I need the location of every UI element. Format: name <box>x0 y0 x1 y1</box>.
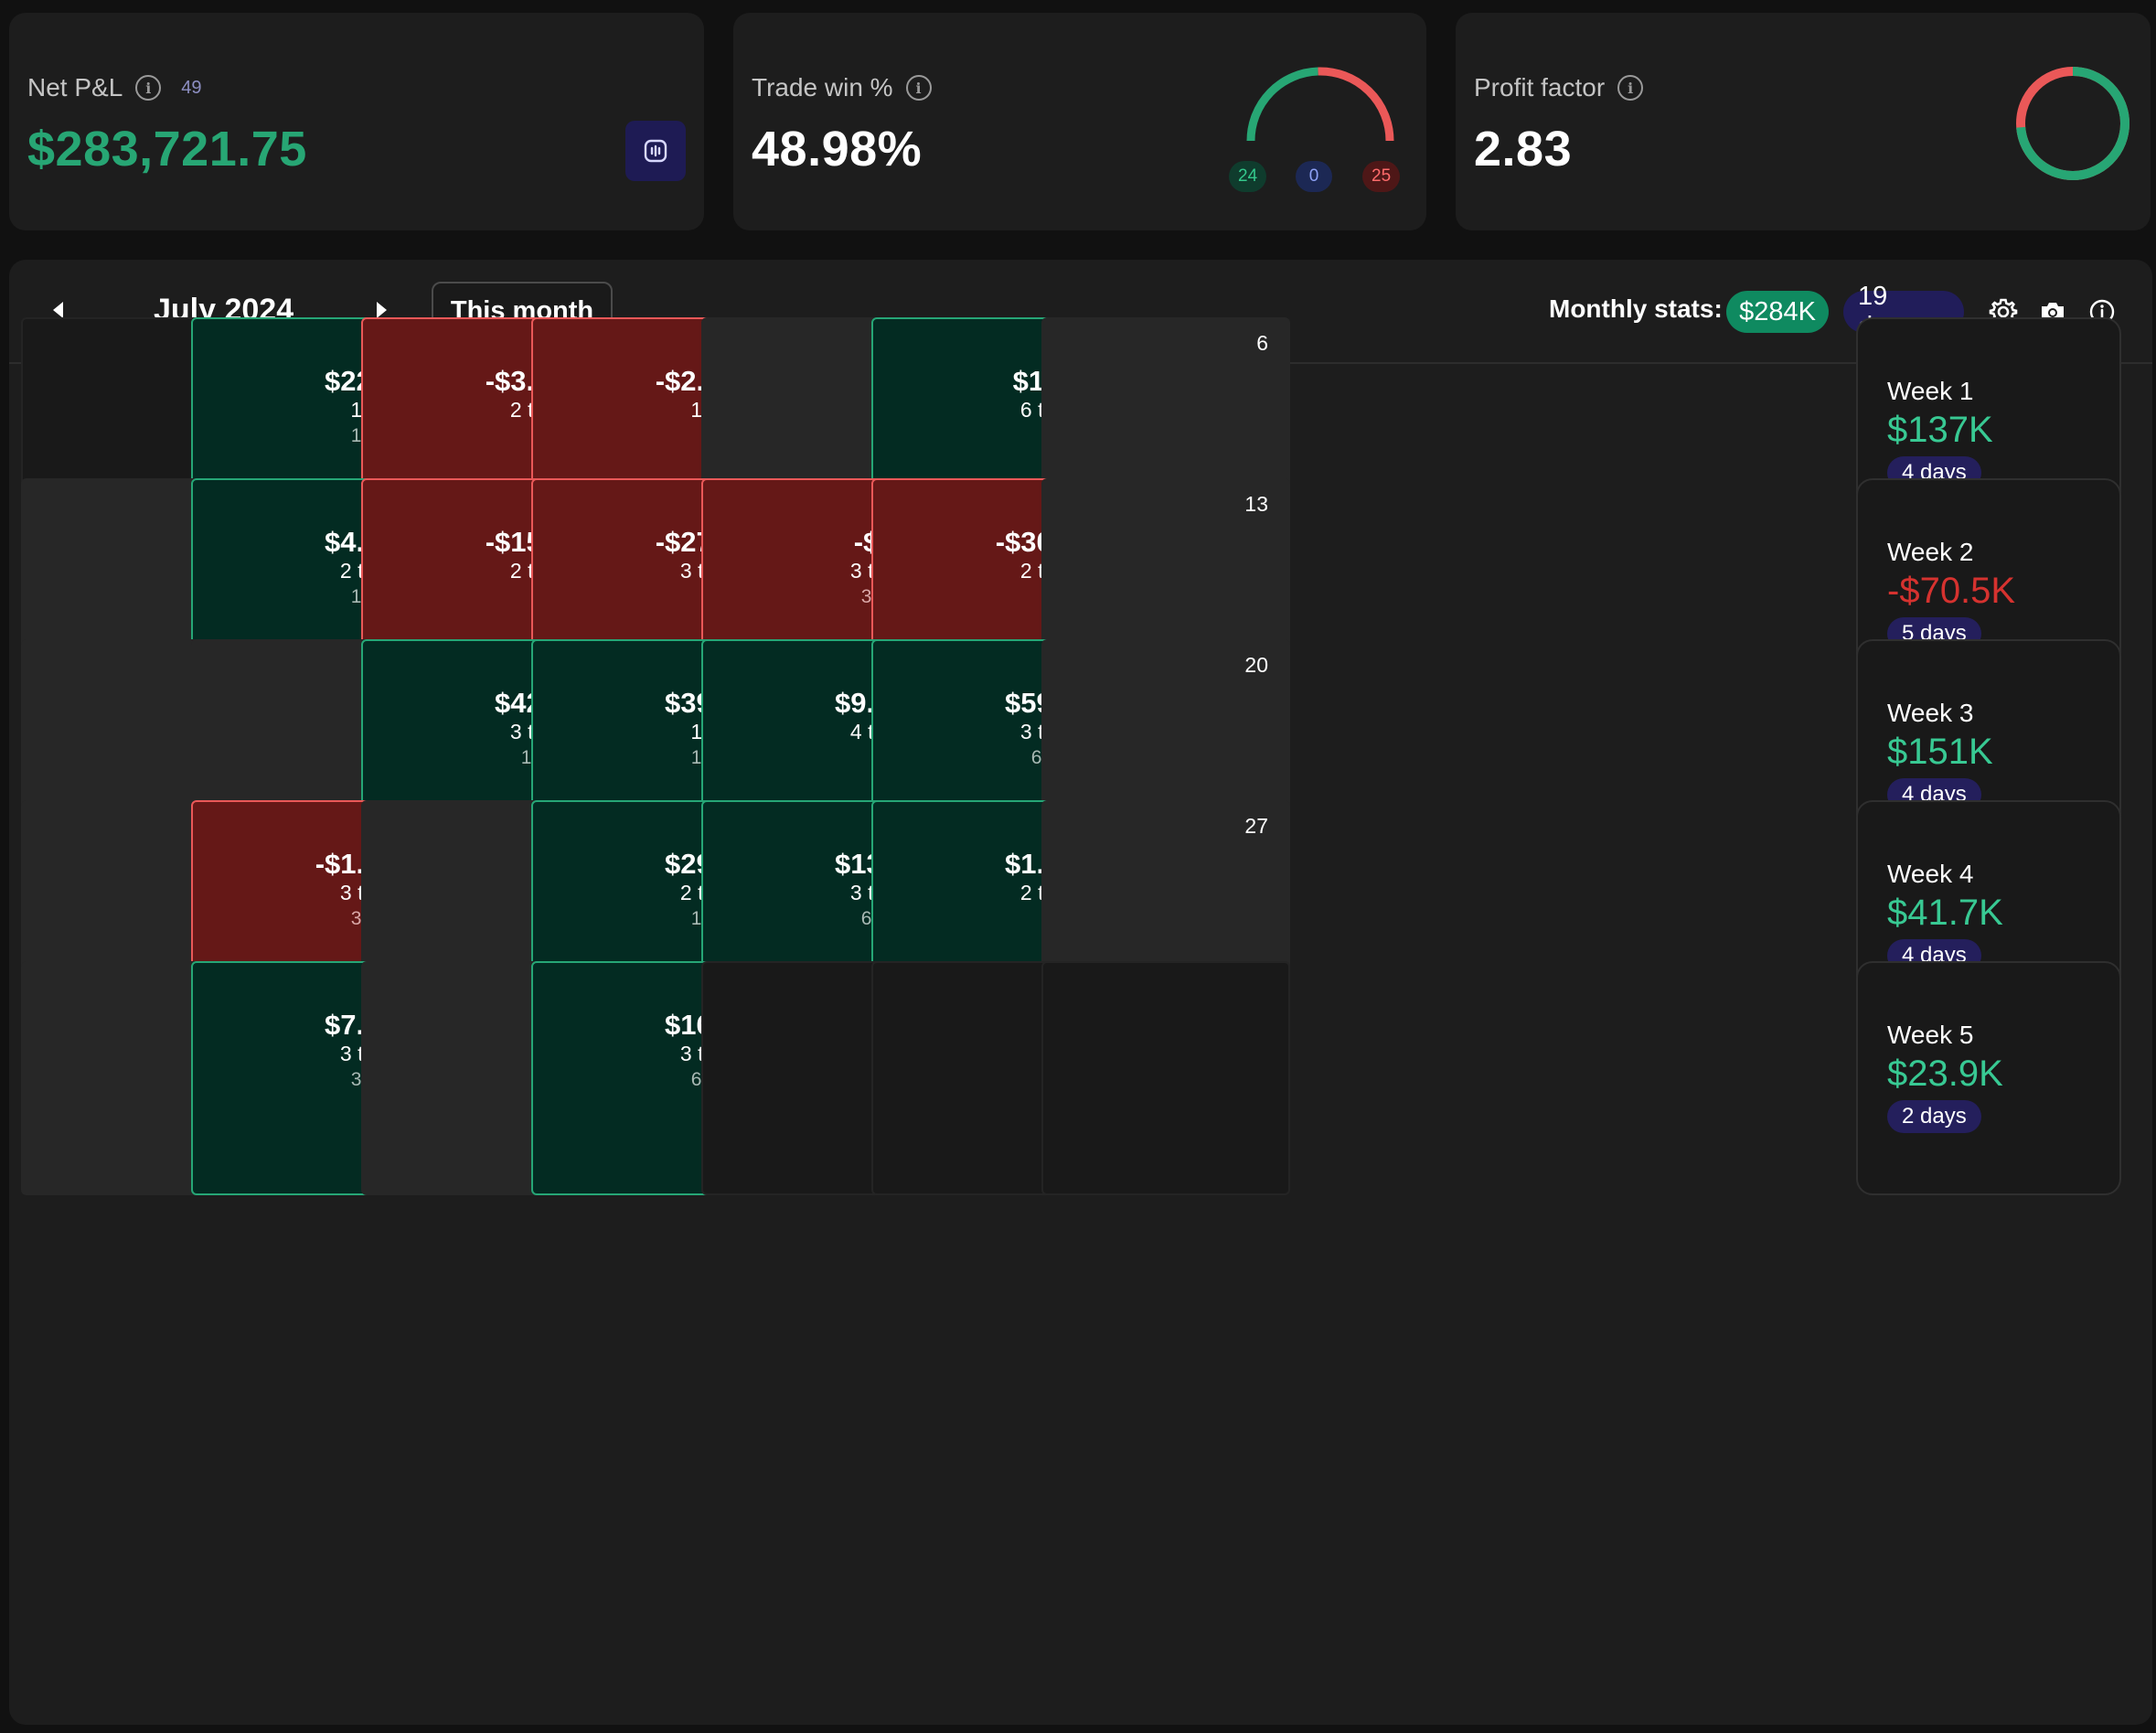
next-month-button[interactable] <box>368 296 395 324</box>
chevron-right-icon <box>376 302 387 318</box>
net-pnl-card: Net P&L i 49 $283,721.75 <box>9 13 704 230</box>
net-pnl-value: $283,721.75 <box>27 122 307 177</box>
breakeven-badge: 0 <box>1296 161 1332 192</box>
win-rate-gauge <box>1246 67 1394 142</box>
week-pnl: $151K <box>1887 732 1993 772</box>
net-pnl-label-row: Net P&L i 49 <box>27 73 202 102</box>
week-pnl: $137K <box>1887 410 1993 450</box>
losses-badge: 25 <box>1362 161 1401 192</box>
camera-icon <box>2042 303 2064 321</box>
net-pnl-label: Net P&L <box>27 73 123 102</box>
monthly-pnl-badge: $284K <box>1726 291 1829 333</box>
screenshot-button[interactable] <box>2037 296 2068 327</box>
info-icon[interactable]: i <box>135 75 162 101</box>
week-pnl: -$70.5K <box>1887 571 2016 611</box>
info-icon[interactable]: i <box>905 75 932 101</box>
week-label: Week 1 <box>1887 377 1974 405</box>
trade-win-card: Trade win % i 48.98% 24 0 25 <box>733 13 1426 230</box>
monthly-stats-label: Monthly stats: <box>1549 294 1723 323</box>
chart-toggle-button[interactable] <box>625 121 686 181</box>
week-label: Week 5 <box>1887 1021 1974 1049</box>
week-summary-card[interactable]: Week 5 $23.9K 2 days <box>1856 961 2121 1195</box>
profit-factor-value: 2.83 <box>1474 122 1573 177</box>
wins-badge: 24 <box>1229 161 1267 192</box>
trade-win-label-row: Trade win % i <box>752 73 932 102</box>
calendar-panel: July 2024 This month Monthly stats: $284… <box>9 260 2152 1725</box>
day-number: 13 <box>1244 492 1268 516</box>
gauge-win-arc <box>1246 67 1318 142</box>
chart-icon <box>644 139 667 163</box>
week-pnl: $41.7K <box>1887 893 2003 933</box>
chevron-left-icon <box>52 302 63 318</box>
info-icon[interactable]: i <box>1617 75 1644 101</box>
calendar-blank-cell <box>1041 961 1290 1195</box>
day-number: 20 <box>1244 653 1268 677</box>
day-number: 6 <box>1256 331 1268 355</box>
week-days-badge: 2 days <box>1887 1100 1981 1133</box>
day-number: 27 <box>1244 814 1268 838</box>
gauge-loss-arc <box>1318 67 1394 142</box>
week-label: Week 3 <box>1887 699 1974 727</box>
profit-factor-label-row: Profit factor i <box>1474 73 1644 102</box>
prev-month-button[interactable] <box>44 296 71 324</box>
trade-win-label: Trade win % <box>752 73 893 102</box>
profit-factor-label: Profit factor <box>1474 73 1606 102</box>
week-label: Week 4 <box>1887 860 1974 888</box>
trade-win-value: 48.98% <box>752 122 923 177</box>
week-pnl: $23.9K <box>1887 1054 2003 1094</box>
trade-count-badge: 49 <box>181 77 202 98</box>
week-label: Week 2 <box>1887 538 1974 566</box>
profit-factor-donut <box>2016 67 2129 180</box>
profit-factor-card: Profit factor i 2.83 <box>1456 13 2151 230</box>
